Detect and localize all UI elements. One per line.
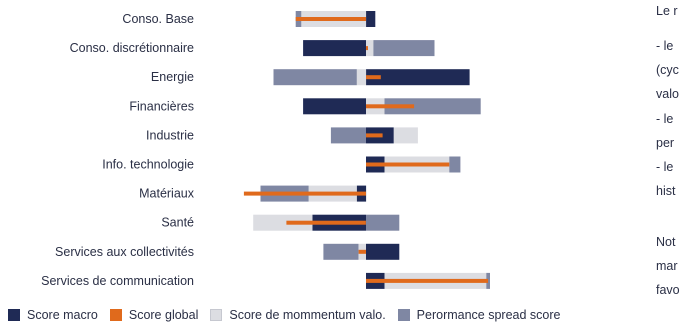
bar-perormance-spread-score-industrie bbox=[330, 127, 366, 144]
bar-score-de-mommentum-valo-sante bbox=[253, 214, 313, 231]
commentary-line: - le bbox=[656, 39, 674, 53]
bar-score-global-services-de-communication bbox=[366, 278, 489, 283]
bar-score-de-mommentum-valo-conso-discretionnaire bbox=[366, 40, 374, 57]
category-label-materiaux: Matériaux bbox=[139, 187, 195, 201]
bar-perormance-spread-score-services-de-communication bbox=[486, 272, 490, 289]
category-label-conso-base: Conso. Base bbox=[122, 12, 194, 26]
category-label-energie: Energie bbox=[151, 70, 194, 84]
sector-score-chart: Conso. Base Conso. discrétionnaire Energie… bbox=[41, 11, 490, 289]
commentary-line: - le bbox=[656, 112, 674, 126]
bar-score-global-sante bbox=[286, 220, 366, 225]
bar-score-global-financieres bbox=[366, 104, 415, 109]
legend-item-score-macro: Score macro bbox=[8, 308, 98, 322]
bar-score-macro-energie bbox=[366, 69, 470, 86]
bar-score-de-mommentum-valo-industrie bbox=[393, 127, 418, 144]
category-label-info-technologie: Info. technologie bbox=[102, 158, 194, 172]
legend-label-performance-spread: Perormance spread score bbox=[416, 308, 561, 322]
commentary-line: mar bbox=[656, 259, 678, 273]
legend-label-score-macro: Score macro bbox=[27, 308, 98, 322]
category-label-financieres: Financières bbox=[129, 99, 194, 113]
bar-score-macro-financieres bbox=[303, 98, 366, 115]
commentary-line: hist bbox=[656, 184, 676, 198]
bar-perormance-spread-score-info-technologie bbox=[449, 156, 461, 173]
category-label-conso-discretionnaire: Conso. discrétionnaire bbox=[70, 41, 194, 55]
bar-score-global-industrie bbox=[366, 133, 383, 138]
category-label-sante: Santé bbox=[161, 216, 194, 230]
commentary-text: Le r - le (cyc valo - le per - le hist N… bbox=[656, 0, 682, 300]
commentary-line: per bbox=[656, 136, 675, 150]
legend-swatch-score-global bbox=[109, 309, 122, 321]
bar-perormance-spread-score-energie bbox=[273, 69, 357, 86]
legend-label-score-momentum: Score de mommentum valo. bbox=[229, 308, 386, 322]
legend-swatch-score-macro bbox=[8, 309, 20, 321]
bar-score-global-energie bbox=[366, 75, 381, 80]
bar-perormance-spread-score-financieres bbox=[384, 98, 481, 115]
commentary-line: favo bbox=[656, 283, 680, 297]
bar-score-global-info-technologie bbox=[366, 162, 450, 167]
commentary-line: - le bbox=[656, 160, 674, 174]
chart-legend: Score macro Score global Score de mommen… bbox=[8, 307, 573, 323]
bar-score-global-materiaux bbox=[243, 191, 366, 196]
bar-perormance-spread-score-conso-discretionnaire bbox=[373, 40, 435, 57]
bar-score-global-conso-discretionnaire bbox=[366, 46, 368, 51]
legend-swatch-performance-spread bbox=[397, 309, 410, 321]
bar-score-macro-services-aux-collectivites bbox=[366, 243, 400, 260]
bar-score-macro-conso-base bbox=[366, 11, 376, 27]
bar-perormance-spread-score-services-aux-collectivites bbox=[323, 243, 359, 260]
bar-score-global-services-aux-collectivites bbox=[358, 249, 366, 254]
legend-swatch-score-momentum bbox=[210, 309, 223, 321]
legend-item-score-global: Score global bbox=[109, 308, 199, 322]
category-label-industrie: Industrie bbox=[146, 128, 194, 142]
legend-label-score-global: Score global bbox=[128, 308, 199, 322]
commentary-line: Not bbox=[656, 235, 676, 249]
commentary-line: valo bbox=[656, 87, 679, 101]
bar-score-de-mommentum-valo-energie bbox=[356, 69, 367, 86]
legend-item-performance-spread: Perormance spread score bbox=[397, 308, 561, 322]
bar-perormance-spread-score-sante bbox=[366, 214, 400, 231]
category-label-services-aux-collectivites: Services aux collectivités bbox=[55, 245, 194, 259]
legend-item-score-momentum: Score de mommentum valo. bbox=[210, 308, 386, 322]
commentary-line: Le r bbox=[656, 4, 678, 18]
bar-score-macro-conso-discretionnaire bbox=[303, 40, 366, 57]
bar-score-global-conso-base bbox=[295, 17, 366, 21]
category-label-services-de-communication: Services de communication bbox=[41, 274, 194, 288]
commentary-line: (cyc bbox=[656, 63, 679, 77]
